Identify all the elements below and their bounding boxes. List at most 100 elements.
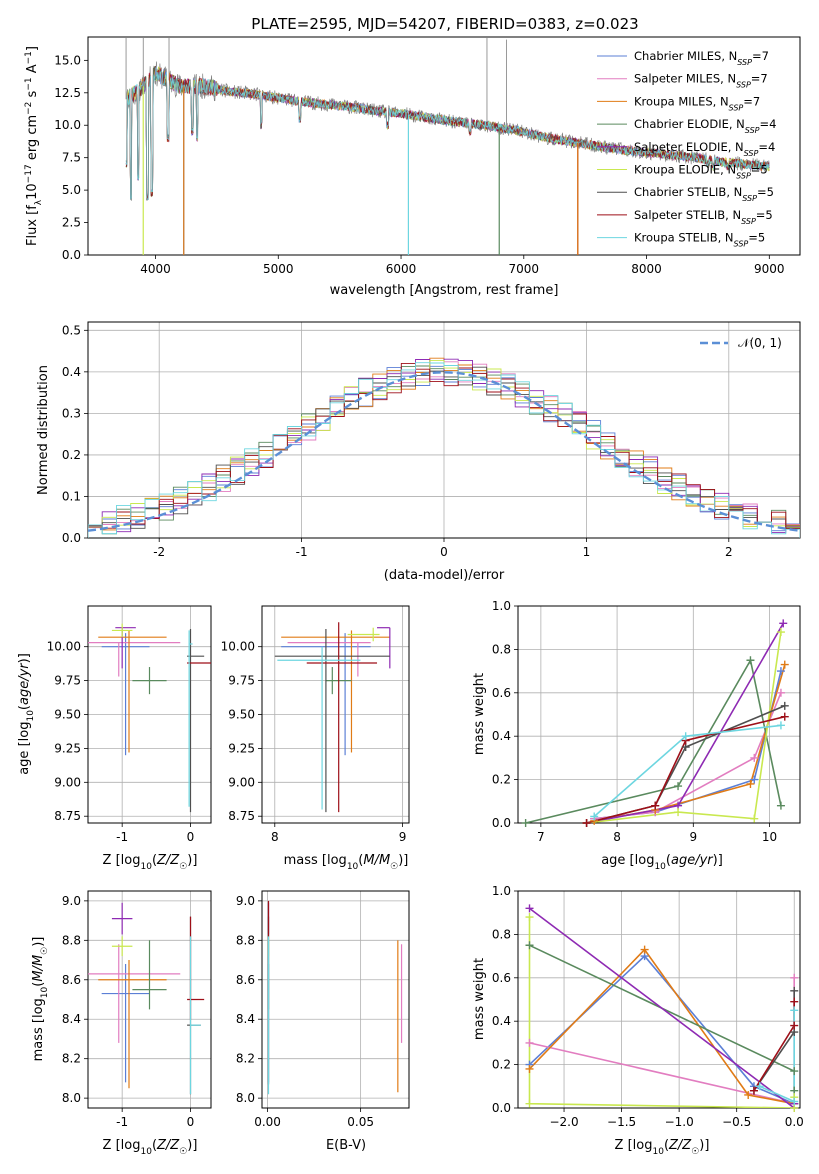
data-marker (640, 945, 649, 954)
y-axis-label: mass [log10(M/M☉)] (31, 937, 50, 1062)
data-marker (755, 1082, 764, 1091)
y-tick-label: 12.5 (54, 86, 81, 100)
y-axis-label-part: erg cm (25, 115, 40, 164)
spectrum-panel: 4000 5000 6000 7000 8000 9000 0.0 2.5 5.0 7.5 10.0… (24, 36, 801, 298)
y-tick-label: 0.5 (62, 323, 81, 337)
legend-subscript: SSP (736, 171, 751, 180)
y-axis-label: age [log10(age/yr)] (17, 653, 36, 775)
data-marker (674, 808, 683, 817)
x-tick-label: 6000 (386, 262, 417, 276)
y-tick-label: 0.3 (62, 406, 81, 420)
plot-area (267, 900, 403, 1095)
plot-frame (87, 36, 801, 256)
x-axis-label-part: 10 (652, 1147, 664, 1157)
x-axis-label-part: ( (152, 853, 157, 868)
y-tick-label: 9.25 (54, 741, 81, 755)
y-axis-label-part: ( (17, 705, 32, 710)
legend-text: Kroupa MILES, N (634, 94, 729, 108)
y-axis-label-part: )] (31, 937, 46, 947)
y-tick-label: 0.2 (62, 448, 81, 462)
y-axis-label-part: ☉ (40, 947, 50, 955)
y-tick-label: 0.0 (62, 531, 81, 545)
legend-subscript: SSP (736, 80, 751, 89)
data-marker (776, 801, 785, 810)
y-tick-label: 8.0 (236, 1091, 255, 1105)
x-tick-label: 0.0 (785, 1115, 804, 1129)
y-axis-label-part: M/M (31, 955, 46, 982)
y-axis-label-part: Flux [f (25, 205, 40, 246)
x-axis-label-part: )] (187, 853, 197, 868)
y-tick-label: 0.4 (492, 729, 511, 743)
x-axis-label-part: ☉ (390, 862, 398, 872)
x-axis-label: mass [log10(M/M☉)] (284, 853, 409, 872)
weight-vs-metallicity-panel: −2.0 −1.5 −1.0 −0.5 0.0 0.0 0.2 0.4 0.6 0.8 1.0 Z [… (472, 884, 804, 1157)
data-marker (521, 819, 530, 827)
y-tick-label: 10.00 (47, 640, 81, 654)
plot-frame (261, 890, 410, 1109)
y-axis-label-part: age/yr (17, 662, 32, 705)
data-marker (790, 997, 799, 1006)
x-tick-label: 0 (440, 545, 448, 559)
y-axis-label-part: mass weight (472, 673, 487, 755)
y-tick-label: 0.2 (492, 1058, 511, 1072)
x-tick-label: 8000 (631, 262, 662, 276)
y-tick-label: 0.0 (492, 1101, 511, 1115)
y-tick-label: 10.0 (54, 118, 81, 132)
y-tick-label: 9.0 (62, 894, 81, 908)
x-axis-label: Z [log10(Z/Z☉)] (103, 853, 198, 872)
y-axis-label: Normed distribution (36, 365, 51, 495)
data-marker (776, 628, 785, 637)
data-marker (681, 732, 690, 741)
x-axis-label-part: Z [log (615, 1138, 653, 1153)
plot-area (88, 902, 205, 1095)
data-marker (582, 819, 591, 827)
x-tick-label: 9 (689, 830, 697, 844)
data-marker (780, 660, 789, 669)
data-marker (744, 1090, 753, 1099)
y-axis-label-part: ( (31, 982, 46, 987)
data-marker (525, 1038, 534, 1047)
x-axis-label-part: )] (398, 853, 408, 868)
plot-frame (87, 605, 212, 824)
y-tick-label: 8.4 (236, 1012, 255, 1026)
plot-frame (261, 605, 410, 824)
legend-count: =4 (760, 117, 777, 131)
y-tick-label: 1.0 (492, 599, 511, 613)
x-axis-label-part: ☉ (179, 862, 187, 872)
y-tick-label: 9.25 (228, 741, 255, 755)
mass-weight-line (528, 917, 796, 1108)
age-vs-mass-panel: 8 9 8.75 9.00 9.25 9.50 9.75 10.00 mass [log10(M… (221, 605, 410, 872)
legend-text: Salpeter ELODIE, N (634, 140, 744, 154)
x-axis-label-part: 10 (347, 862, 359, 872)
data-marker (590, 812, 599, 821)
data-marker (776, 688, 785, 697)
x-tick-label: −1.0 (665, 1115, 694, 1129)
data-marker (790, 1067, 799, 1076)
data-marker (525, 904, 534, 913)
data-marker (746, 779, 755, 788)
x-axis-label-part: age/yr (671, 853, 714, 868)
x-axis-label-part: Z/Z (156, 853, 180, 868)
legend-subscript: SSP (742, 194, 757, 203)
x-axis-label: (data-model)/error (384, 568, 505, 583)
residual-histogram-step (88, 362, 800, 538)
mass-weight-line (525, 658, 782, 823)
legend-text: Kroupa STELIB, N (634, 231, 734, 245)
plot-area (88, 623, 211, 813)
x-axis-label-part: M/M (363, 853, 390, 868)
x-tick-label: 7 (537, 830, 545, 844)
plot-frame (517, 605, 801, 824)
legend-count: =5 (751, 163, 768, 177)
y-tick-label: 0.0 (492, 816, 511, 830)
mass-weight-line (529, 944, 796, 1091)
y-tick-label: 8.6 (62, 973, 81, 987)
y-axis-label-part: age [log (17, 722, 32, 775)
x-tick-label: 0.05 (347, 1115, 374, 1129)
legend-subscript: SSP (729, 103, 744, 112)
y-axis-label-part: mass weight (472, 958, 487, 1040)
legend-subscript: SSP (741, 216, 756, 225)
legend-count: =4 (758, 140, 775, 154)
x-axis-label: E(B-V) (326, 1138, 366, 1153)
mass-weight-line (753, 990, 796, 1092)
